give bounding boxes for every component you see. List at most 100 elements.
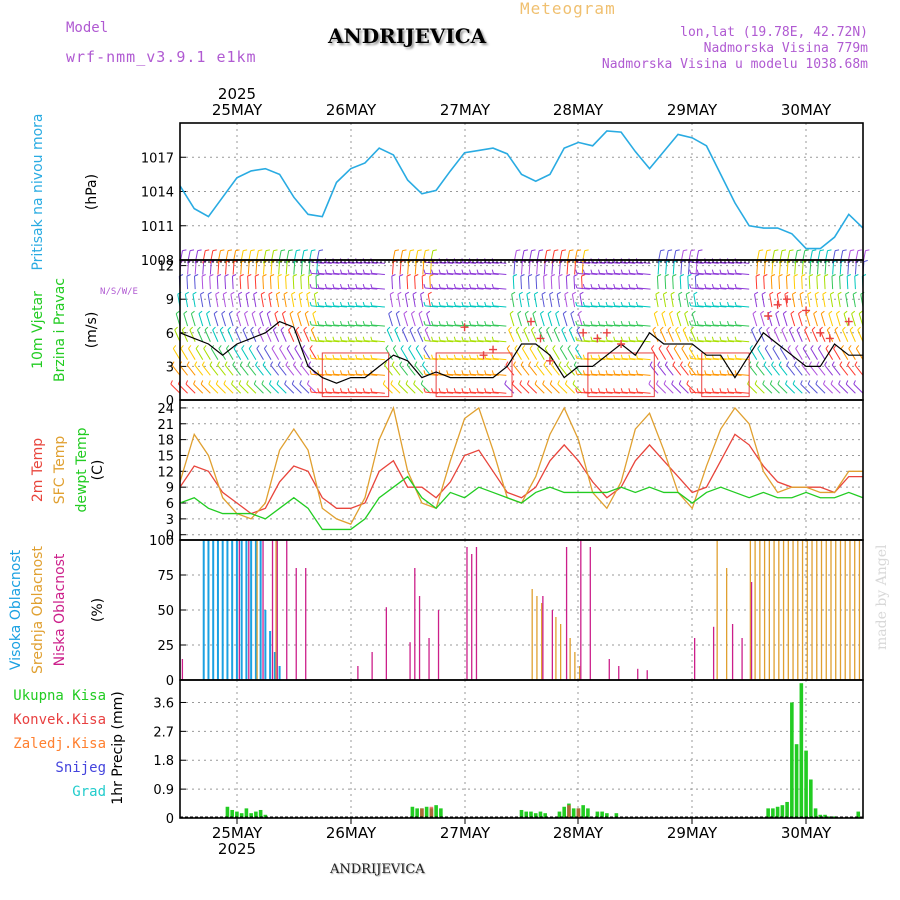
wind-barb [255,250,259,264]
wind-barb-flag [324,284,327,289]
wind-barb [687,364,697,376]
wind-barb [187,261,189,275]
wind-barb [298,294,302,308]
wind-barb [421,276,424,290]
wind-barb-flag [438,354,441,359]
wind-barb-flag [291,380,295,385]
page-title: ANDRIJEVICA [328,24,487,48]
wind-barb-flag [308,361,312,366]
wind-barb [349,287,363,290]
wind-barb [566,250,571,264]
precip-bar [263,814,268,818]
wind-barb-flag [667,326,672,331]
wind-barb-flag [783,310,787,315]
wind-barb-flag [192,291,197,295]
wind-barb-flag [711,336,714,341]
wind-barb-flag [698,249,703,252]
wind-barb-flag [370,354,373,359]
wind-barb-flag [259,310,264,315]
wind-barb [656,383,667,394]
wind-barb-flag [620,320,623,326]
wind-barb-flag [413,380,416,385]
wind-barb [801,261,804,275]
wind-barb-flag [690,326,694,331]
wind-barb [832,250,836,264]
wind-barb [308,261,311,275]
wind-barb-flag [231,380,234,385]
wind-barb [795,348,803,360]
wind-barb [409,329,416,342]
wind-barb-flag [423,336,426,341]
wind-barb [413,383,424,394]
wind-barb-flag [469,336,472,341]
wind-barb [713,261,727,264]
wind-barb-flag [822,380,826,385]
wind-barb-flag [535,361,539,366]
wind-barb-flag [553,326,558,331]
wind-barb [760,313,765,327]
wind-barb [371,391,385,394]
wind-barb [493,358,507,361]
wind-barb-flag [555,310,560,315]
wind-barb [736,272,750,276]
wind-barb [391,250,396,264]
wind-barb-flag [409,326,414,331]
wind-barb [720,373,735,376]
wind-barb-flag [420,291,425,295]
wind-barb [581,250,586,264]
wind-speed-line [179,320,863,384]
wind-barb-flag [414,274,419,277]
wind-barb [478,373,492,376]
wind-barb-flag [370,269,373,274]
wind-barb [318,287,332,290]
wind-barb-flag [324,301,327,307]
wind-barb [311,324,325,327]
wind-barb-flag [453,336,456,341]
wind-barb-flag [208,380,211,385]
wind-barb-flag [704,354,707,359]
wind-barb-flag [224,361,228,366]
wind-barb [534,383,545,394]
wind-barb-flag [229,310,233,315]
wind-barb [371,324,385,327]
wind-barb-flag [309,354,312,359]
wind-barb [672,261,675,275]
wind-barb [614,373,628,376]
gust-marker [816,328,825,337]
wind-barb [209,364,219,376]
wind-barb [341,324,355,327]
wind-barb-flag [628,336,631,341]
wind-barb-flag [317,388,320,393]
wind-barb [804,329,811,342]
wind-barb [591,261,606,264]
wind-barb [579,294,583,308]
wind-barb-flag [755,361,759,366]
wind-barb [810,348,818,360]
wind-barb-flag [431,284,434,289]
wind-barb-flag [802,345,807,349]
wind-barb-flag [785,380,788,385]
wind-barb-flag [332,284,335,289]
wind-barb [845,383,856,394]
wind-barb-flag [317,370,320,375]
wind-barb [312,313,318,327]
dewpt-line [179,475,864,531]
wind-barb [720,272,735,276]
wind-barb-flag [420,380,424,385]
wind-barb [843,313,849,327]
wind-barb [720,261,735,264]
wind-barb-flag [635,354,639,359]
wind-barb-flag [781,326,785,331]
wind-barb [551,364,560,376]
wind-barb [403,313,409,327]
wind-barb [576,272,590,276]
wind-barb-flag [339,301,343,307]
wind-barb-flag [235,326,239,331]
y-tick-label: 100 [149,534,174,549]
wind-barb-flag [461,370,464,375]
temp2m-line [179,433,863,515]
wind-barb [614,324,628,327]
precip-bar [823,814,827,818]
wind-barb-flag [689,336,692,341]
calm-box [321,352,390,398]
